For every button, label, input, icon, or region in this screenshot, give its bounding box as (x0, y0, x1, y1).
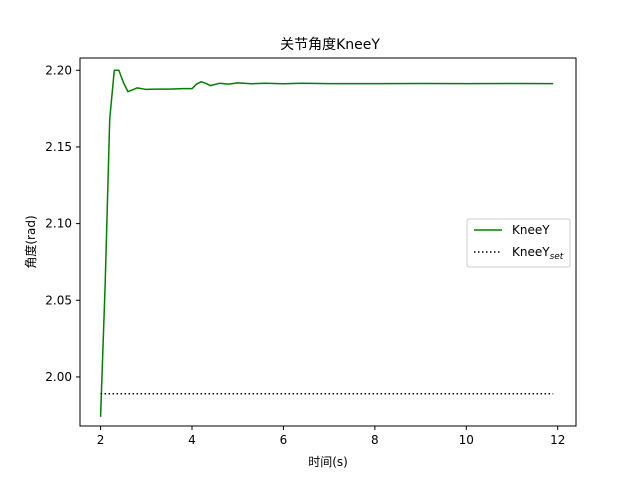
x-tick-label: 8 (371, 433, 379, 447)
legend-label-kneey-set: KneeYset (512, 245, 564, 262)
y-axis-ticks: 2.00 2.05 2.10 2.15 2.20 (45, 63, 80, 384)
x-axis-label: 时间(s) (308, 455, 348, 469)
legend-label-kneey-set-base: KneeY (512, 245, 550, 259)
y-tick-label: 2.15 (45, 140, 72, 154)
x-tick-label: 2 (97, 433, 105, 447)
legend-box (466, 218, 571, 268)
x-tick-label: 12 (550, 433, 565, 447)
y-tick-label: 2.00 (45, 370, 72, 384)
series-layer (99, 69, 554, 417)
x-tick-label: 10 (459, 433, 474, 447)
plot-area (79, 57, 577, 427)
x-axis-ticks: 2 4 6 8 10 12 (97, 426, 565, 447)
legend-label-kneey-set-subscript: set (550, 252, 564, 262)
legend: KneeY KneeYset (466, 218, 571, 268)
y-tick-label: 2.05 (45, 293, 72, 307)
y-tick-label: 2.20 (45, 63, 72, 77)
y-axis-label: 角度(rad) (23, 215, 38, 268)
x-tick-label: 4 (188, 433, 196, 447)
chart-title: 关节角度KneeY (280, 37, 380, 53)
y-tick-label: 2.10 (45, 217, 72, 231)
legend-label-kneey: KneeY (512, 223, 550, 237)
plot-frame (79, 57, 577, 427)
series-line-kneey (99, 69, 554, 417)
x-tick-label: 6 (280, 433, 288, 447)
